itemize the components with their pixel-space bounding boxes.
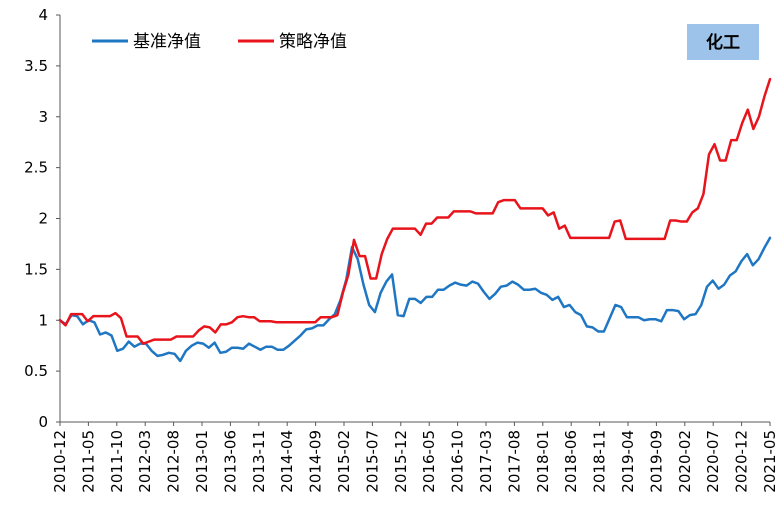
- series-line-strategy: [58, 77, 772, 345]
- x-tick-label: 2021-05: [761, 430, 779, 493]
- y-tick-label: 4: [38, 6, 48, 24]
- y-tick-label: 1.5: [24, 260, 48, 278]
- y-tick-label: 0.5: [24, 362, 48, 380]
- x-tick-label: 2015-07: [363, 430, 381, 493]
- x-tick-label: 2016-05: [420, 430, 438, 493]
- x-tick-label: 2012-08: [165, 430, 183, 493]
- series-lines: [58, 77, 772, 363]
- x-tick-label: 2020-07: [704, 430, 722, 493]
- series-line-benchmark: [58, 236, 772, 363]
- y-tick-label: 3.5: [24, 57, 48, 75]
- x-axis: 2010-12 2011-05 2011-10 2012-03 2012-08 2013-…: [51, 421, 779, 493]
- sector-tag-label: 化工: [706, 32, 740, 53]
- x-tick-label: 2015-12: [392, 430, 410, 493]
- x-tick-label: 2013-06: [221, 430, 239, 493]
- x-tick-label: 2017-03: [477, 430, 495, 493]
- x-tick-label: 2018-01: [534, 430, 552, 493]
- y-tick-label: 2: [38, 210, 48, 228]
- legend-label-benchmark: 基准净值: [133, 32, 201, 52]
- x-tick-label: 2019-09: [647, 430, 665, 493]
- x-tick-label: 2016-10: [449, 430, 467, 493]
- sector-tag: 化工: [687, 24, 759, 60]
- x-tick-label: 2012-03: [136, 430, 154, 493]
- sector-tag-background: [687, 24, 759, 60]
- x-tick-label: 2011-05: [79, 430, 97, 493]
- x-tick-label: 2020-12: [733, 430, 751, 493]
- x-tick-label: 2015-02: [335, 430, 353, 493]
- x-tick-label: 2018-11: [591, 430, 609, 493]
- x-tick-label: 2011-10: [108, 430, 126, 493]
- y-tick-label: 2.5: [24, 159, 48, 177]
- x-tick-label: 2019-04: [619, 430, 637, 493]
- x-tick-label: 2017-08: [505, 430, 523, 493]
- x-tick-label: 2020-02: [676, 430, 694, 493]
- legend-label-strategy: 策略净值: [279, 32, 347, 52]
- legend: 基准净值 策略净值: [92, 32, 347, 52]
- x-tick-label: 2013-11: [250, 430, 268, 493]
- x-tick-label: 2010-12: [51, 430, 69, 493]
- x-tick-label: 2014-09: [307, 430, 325, 493]
- y-tick-label: 1: [38, 311, 48, 329]
- x-tick-label: 2018-06: [562, 430, 580, 493]
- y-axis: 0 0.5 1 1.5 2 2.5 3 3.5 4: [24, 6, 61, 431]
- y-tick-label: 3: [38, 108, 48, 126]
- x-tick-label: 2014-04: [278, 430, 296, 493]
- y-tick-label: 0: [38, 413, 48, 431]
- x-tick-label: 2013-01: [193, 430, 211, 493]
